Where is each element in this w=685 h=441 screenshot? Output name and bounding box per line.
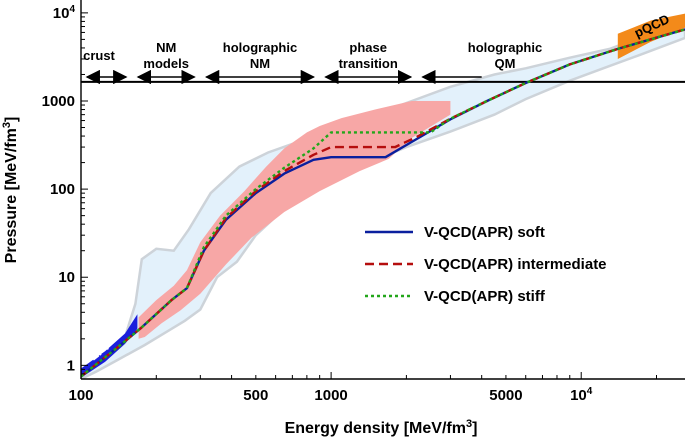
legend-item-v-qcd-apr-soft: V-QCD(APR) soft: [365, 224, 545, 241]
y-axis-title: Pressure [MeV/fm3]: [1, 117, 20, 264]
x-tick-label-exp: 4: [587, 386, 593, 397]
y-axis-title-close: ]: [3, 117, 20, 122]
x-axis-title-text: Energy density [MeV/fm: [285, 420, 466, 437]
series-layer: [81, 28, 685, 378]
series-line-v-qcd-apr-intermediate: [81, 28, 685, 378]
legend: V-QCD(APR) soft V-QCD(APR) intermediate V-…: [365, 224, 607, 305]
legend-item-v-qcd-apr-stiff: V-QCD(APR) stiff: [365, 288, 546, 305]
band-eft: [81, 314, 138, 378]
region-label-line2: transition: [339, 56, 398, 71]
band-outer: [81, 22, 685, 379]
legend-item-v-qcd-apr-intermediate: V-QCD(APR) intermediate: [365, 256, 607, 273]
region-label-line2: models: [143, 56, 189, 71]
region-label: holographic: [468, 40, 542, 55]
x-tick-label: 100: [68, 387, 93, 404]
region-crust: crust: [83, 48, 115, 63]
y-tick-label-exp: 4: [69, 4, 75, 15]
y-axis-title-exp: 3: [1, 122, 13, 128]
region-label: phase: [349, 40, 387, 55]
x-axis-title: Energy density [MeV/fm3]: [285, 418, 478, 437]
region-label: NM: [156, 40, 176, 55]
legend-label: V-QCD(APR) stiff: [424, 288, 546, 305]
axes-layer: 100 500 1000 5000 104 1 10 100 1000 104: [42, 0, 685, 404]
y-tick-label: 104: [53, 4, 76, 22]
y-tick-label: 1: [67, 357, 75, 374]
legend-label: V-QCD(APR) intermediate: [424, 256, 607, 273]
region-label-line2: QM: [495, 56, 516, 71]
series-line-v-qcd-apr-stiff: [81, 28, 685, 378]
y-axis-title-text: Pressure [MeV/fm: [3, 128, 20, 263]
region-label: holographic: [223, 40, 297, 55]
x-axis-title-close: ]: [472, 420, 477, 437]
y-tick-label: 100: [50, 181, 75, 198]
x-tick-label: 5000: [489, 387, 522, 404]
region-label: crust: [83, 48, 115, 63]
y-tick-label: 10: [58, 269, 75, 286]
x-axis-title-exp: 3: [466, 418, 472, 430]
x-tick-label: 500: [243, 387, 268, 404]
regions-layer: crustNMmodelsholographicNMphasetransitio…: [83, 40, 542, 85]
band-pqcd: [617, 13, 685, 60]
legend-label: V-QCD(APR) soft: [424, 224, 545, 241]
band-inner: [138, 101, 451, 339]
y-tick-label: 1000: [42, 93, 75, 110]
x-tick-label: 1000: [314, 387, 347, 404]
x-tick-label: 104: [570, 386, 593, 404]
region-label-line2: NM: [250, 56, 270, 71]
